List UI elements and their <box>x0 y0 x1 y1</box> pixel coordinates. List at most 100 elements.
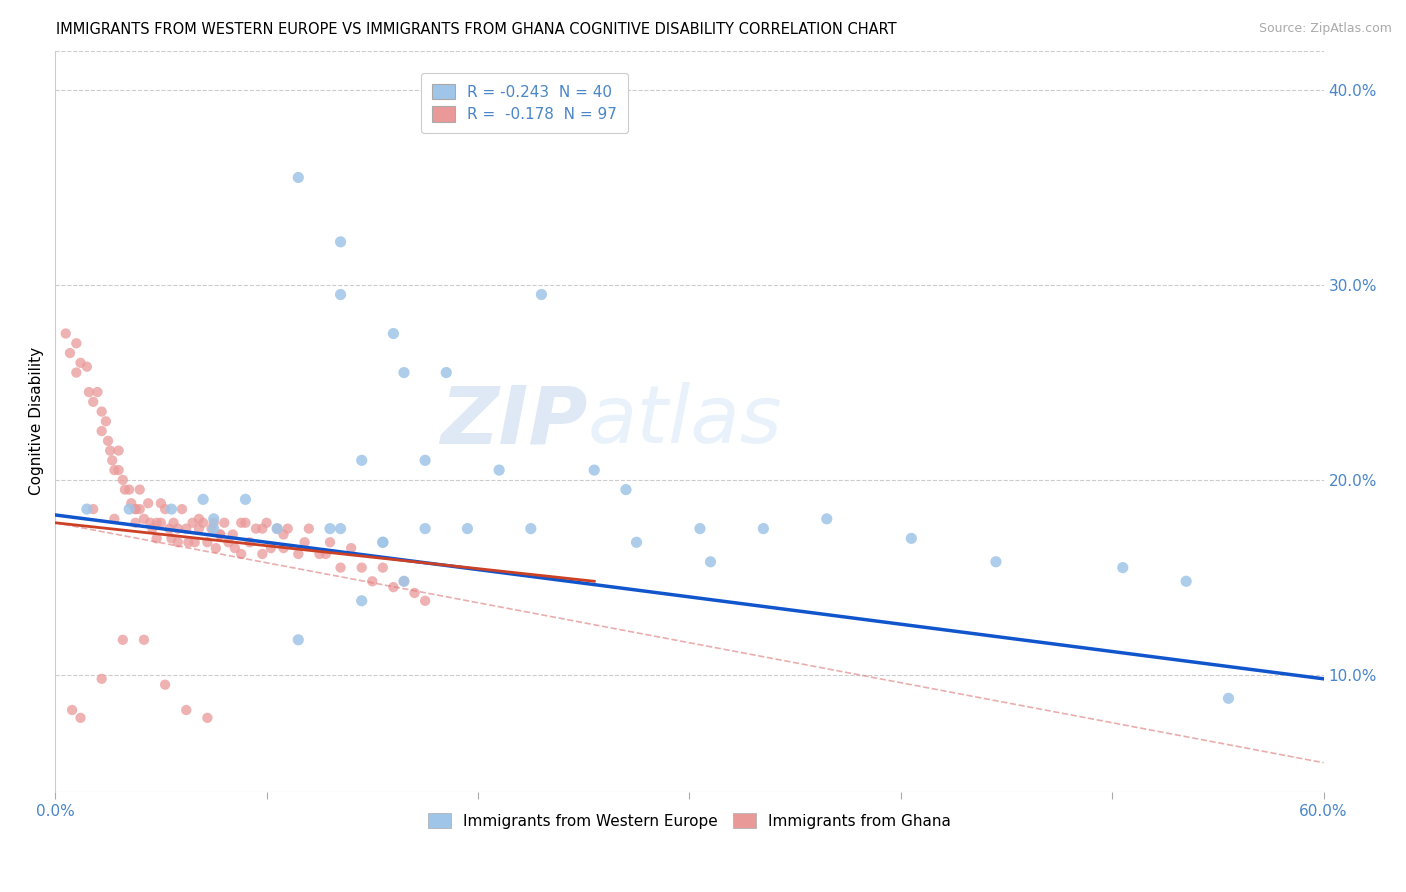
Point <box>187 522 209 536</box>
Point <box>350 594 373 608</box>
Point <box>266 522 288 536</box>
Point <box>82 502 104 516</box>
Point <box>65 366 87 380</box>
Point <box>1218 691 1240 706</box>
Point <box>201 522 224 536</box>
Point <box>231 516 253 530</box>
Point <box>626 535 648 549</box>
Point <box>235 516 257 530</box>
Point <box>214 516 236 530</box>
Point <box>298 522 321 536</box>
Point <box>350 560 373 574</box>
Point <box>273 527 295 541</box>
Point <box>699 555 721 569</box>
Y-axis label: Cognitive Disability: Cognitive Disability <box>30 347 44 495</box>
Point <box>340 541 363 555</box>
Point <box>170 502 193 516</box>
Point <box>195 535 218 549</box>
Point <box>174 703 197 717</box>
Point <box>256 516 278 530</box>
Point <box>239 535 262 549</box>
Point <box>277 522 299 536</box>
Text: ZIP: ZIP <box>440 383 588 460</box>
Point <box>76 359 98 374</box>
Point <box>392 366 415 380</box>
Point <box>107 443 129 458</box>
Point <box>65 336 87 351</box>
Point <box>231 547 253 561</box>
Point <box>308 547 330 561</box>
Point <box>350 453 373 467</box>
Point <box>124 516 146 530</box>
Point <box>245 522 267 536</box>
Point <box>153 678 176 692</box>
Point <box>273 541 295 555</box>
Point <box>114 483 136 497</box>
Point <box>456 522 478 536</box>
Point <box>55 326 77 341</box>
Text: Source: ZipAtlas.com: Source: ZipAtlas.com <box>1258 22 1392 36</box>
Point <box>287 170 309 185</box>
Point <box>101 453 124 467</box>
Point <box>209 527 232 541</box>
Point <box>183 535 205 549</box>
Point <box>614 483 637 497</box>
Point <box>97 434 120 448</box>
Point <box>124 502 146 516</box>
Point <box>202 522 225 536</box>
Point <box>69 356 91 370</box>
Point <box>136 496 159 510</box>
Point <box>60 703 83 717</box>
Point <box>319 535 342 549</box>
Point <box>128 502 150 516</box>
Point <box>434 366 457 380</box>
Point <box>382 326 405 341</box>
Point <box>195 711 218 725</box>
Point <box>160 532 183 546</box>
Point <box>252 522 274 536</box>
Point <box>166 535 188 549</box>
Point <box>815 512 838 526</box>
Point <box>181 516 204 530</box>
Text: IMMIGRANTS FROM WESTERN EUROPE VS IMMIGRANTS FROM GHANA COGNITIVE DISABILITY COR: IMMIGRANTS FROM WESTERN EUROPE VS IMMIGR… <box>56 22 897 37</box>
Point <box>984 555 1007 569</box>
Point <box>392 574 415 589</box>
Point <box>157 522 180 536</box>
Point <box>235 492 257 507</box>
Point <box>98 443 121 458</box>
Point <box>1112 560 1135 574</box>
Text: atlas: atlas <box>588 383 783 460</box>
Point <box>69 711 91 725</box>
Point <box>287 632 309 647</box>
Point <box>361 574 384 589</box>
Point <box>149 496 172 510</box>
Point <box>520 522 543 536</box>
Point <box>120 496 142 510</box>
Point <box>174 522 197 536</box>
Point <box>124 502 146 516</box>
Point <box>191 492 214 507</box>
Point <box>160 502 183 516</box>
Point <box>77 385 100 400</box>
Point <box>900 532 922 546</box>
Point <box>118 483 141 497</box>
Point <box>111 632 134 647</box>
Point <box>145 516 167 530</box>
Point <box>128 483 150 497</box>
Point <box>583 463 606 477</box>
Point <box>86 385 108 400</box>
Point <box>413 594 436 608</box>
Point <box>319 522 342 536</box>
Point <box>187 512 209 526</box>
Point <box>118 502 141 516</box>
Point <box>90 424 112 438</box>
Point <box>382 580 405 594</box>
Point <box>90 672 112 686</box>
Point <box>166 522 188 536</box>
Point <box>149 516 172 530</box>
Point <box>224 541 246 555</box>
Point <box>141 522 163 536</box>
Point <box>111 473 134 487</box>
Point <box>488 463 510 477</box>
Point <box>139 516 162 530</box>
